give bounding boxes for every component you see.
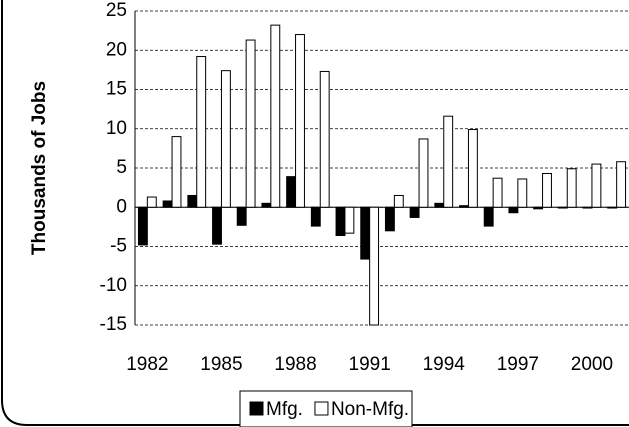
y-tick-label: -10 bbox=[100, 275, 127, 296]
legend-swatch bbox=[249, 401, 264, 416]
y-tick-label: -15 bbox=[100, 314, 127, 335]
bar bbox=[582, 206, 593, 209]
bar bbox=[187, 194, 198, 208]
bar bbox=[245, 39, 256, 208]
bar bbox=[409, 206, 420, 218]
y-tick-label: 20 bbox=[106, 39, 127, 60]
bar bbox=[483, 206, 494, 227]
bar bbox=[310, 206, 321, 227]
bar bbox=[591, 163, 602, 208]
bar bbox=[196, 56, 207, 208]
x-tick-label: 1988 bbox=[274, 354, 316, 375]
bar bbox=[434, 202, 445, 208]
legend-label: Mfg. bbox=[266, 399, 303, 420]
bar bbox=[335, 206, 346, 237]
bar bbox=[360, 206, 371, 260]
bar bbox=[492, 177, 503, 208]
x-tick-label: 2000 bbox=[571, 354, 613, 375]
x-tick-label: 1982 bbox=[126, 354, 168, 375]
bar bbox=[616, 161, 627, 208]
legend: Mfg. Non-Mfg. bbox=[239, 390, 413, 427]
bar bbox=[137, 206, 148, 246]
bar bbox=[270, 24, 281, 208]
y-tick-label: 5 bbox=[116, 157, 127, 178]
y-tick-label: 10 bbox=[106, 118, 127, 139]
x-tick-label: 1997 bbox=[497, 354, 539, 375]
bar bbox=[162, 200, 173, 208]
bar bbox=[467, 129, 478, 208]
y-tick-label: 25 bbox=[106, 0, 127, 21]
bar bbox=[236, 206, 247, 226]
bar bbox=[542, 172, 552, 208]
bar bbox=[418, 138, 429, 208]
x-tick-label: 1991 bbox=[349, 354, 391, 375]
bar bbox=[344, 206, 355, 234]
bar bbox=[171, 136, 182, 208]
y-tick-label: 15 bbox=[106, 79, 127, 100]
bar bbox=[566, 168, 577, 208]
bar bbox=[384, 206, 395, 232]
bar bbox=[557, 206, 568, 209]
bar bbox=[212, 206, 222, 245]
bar bbox=[533, 206, 544, 210]
bar bbox=[393, 194, 404, 208]
bar bbox=[508, 206, 519, 214]
y-axis-title: Thousands of Jobs bbox=[29, 81, 50, 255]
bar bbox=[261, 202, 272, 208]
bar bbox=[607, 206, 618, 209]
bar bbox=[517, 178, 528, 208]
legend-swatch bbox=[314, 401, 329, 416]
bar bbox=[220, 70, 231, 208]
bar bbox=[319, 70, 330, 208]
bar bbox=[146, 196, 157, 208]
y-tick-label: -5 bbox=[110, 236, 127, 257]
bar bbox=[369, 206, 380, 326]
x-tick-label: 1994 bbox=[423, 354, 466, 375]
y-tick-label: 0 bbox=[116, 196, 127, 217]
bar bbox=[295, 34, 305, 208]
bar bbox=[443, 115, 454, 208]
legend-label: Non-Mfg. bbox=[331, 399, 409, 420]
x-tick-label: 1985 bbox=[200, 354, 242, 375]
bar bbox=[459, 205, 469, 208]
bar bbox=[286, 176, 297, 208]
